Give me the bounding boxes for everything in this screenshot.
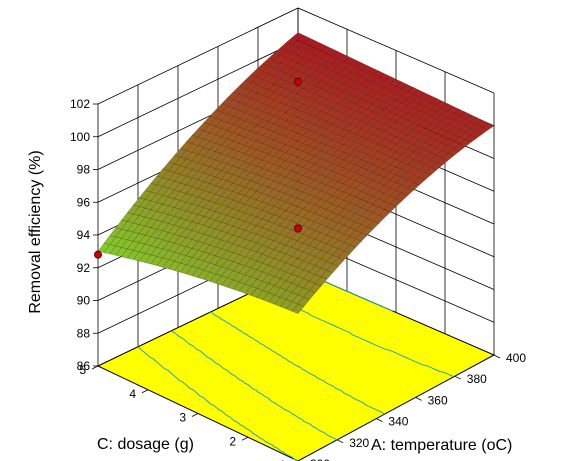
- x-tick-label: 400: [506, 351, 526, 365]
- x-tick: [454, 375, 461, 380]
- y-tick-label: 4: [129, 387, 136, 401]
- z-tick-label: 86: [77, 359, 91, 373]
- contour-line: [170, 330, 338, 441]
- x-tick: [376, 418, 383, 422]
- y-tick-label: 3: [179, 411, 186, 425]
- z-axis-label: Removal efficiency (%): [27, 150, 44, 313]
- x-tick-label: 360: [428, 393, 448, 407]
- y-tick: [241, 436, 249, 441]
- z-tick-label: 92: [77, 261, 91, 275]
- response-surface: [97, 32, 495, 314]
- x-tick-label: 380: [467, 372, 487, 386]
- contour-line: [209, 311, 385, 415]
- z-tick-label: 96: [77, 195, 91, 209]
- y-tick-label: 2: [229, 434, 236, 448]
- z-tick-label: 100: [70, 130, 90, 144]
- x-tick: [337, 439, 344, 444]
- y-axis-label: C: dosage (g): [97, 436, 194, 453]
- z-tick-label: 90: [77, 294, 91, 308]
- z-tick-label: 94: [77, 228, 91, 242]
- z-tick-label: 88: [77, 326, 91, 340]
- z-tick-label: 98: [77, 163, 91, 177]
- axis-ticks: 86 88 90 92 94 96 98 100 102 300 320 340 360 380 400 1 2…: [70, 97, 526, 461]
- z-tick-label: 102: [70, 97, 90, 111]
- x-tick-label: 340: [388, 415, 408, 429]
- x-tick-label: 320: [349, 436, 369, 450]
- design-points: [94, 77, 302, 259]
- design-point: [293, 224, 302, 233]
- contour-line: [137, 346, 299, 461]
- wall-hline: [97, 7, 495, 105]
- y-tick-label: 1: [279, 458, 286, 461]
- y-tick: [141, 389, 149, 394]
- x-axis-label: A: temperature (oC): [371, 437, 512, 454]
- y-tick: [91, 365, 99, 370]
- design-point: [94, 250, 103, 259]
- x-tick: [493, 354, 501, 359]
- x-tick-label: 300: [310, 457, 330, 461]
- y-tick: [191, 413, 199, 417]
- surface-facet: [291, 303, 305, 314]
- y-tick-label: 5: [79, 363, 86, 377]
- x-tick: [415, 397, 422, 401]
- design-point: [293, 77, 302, 86]
